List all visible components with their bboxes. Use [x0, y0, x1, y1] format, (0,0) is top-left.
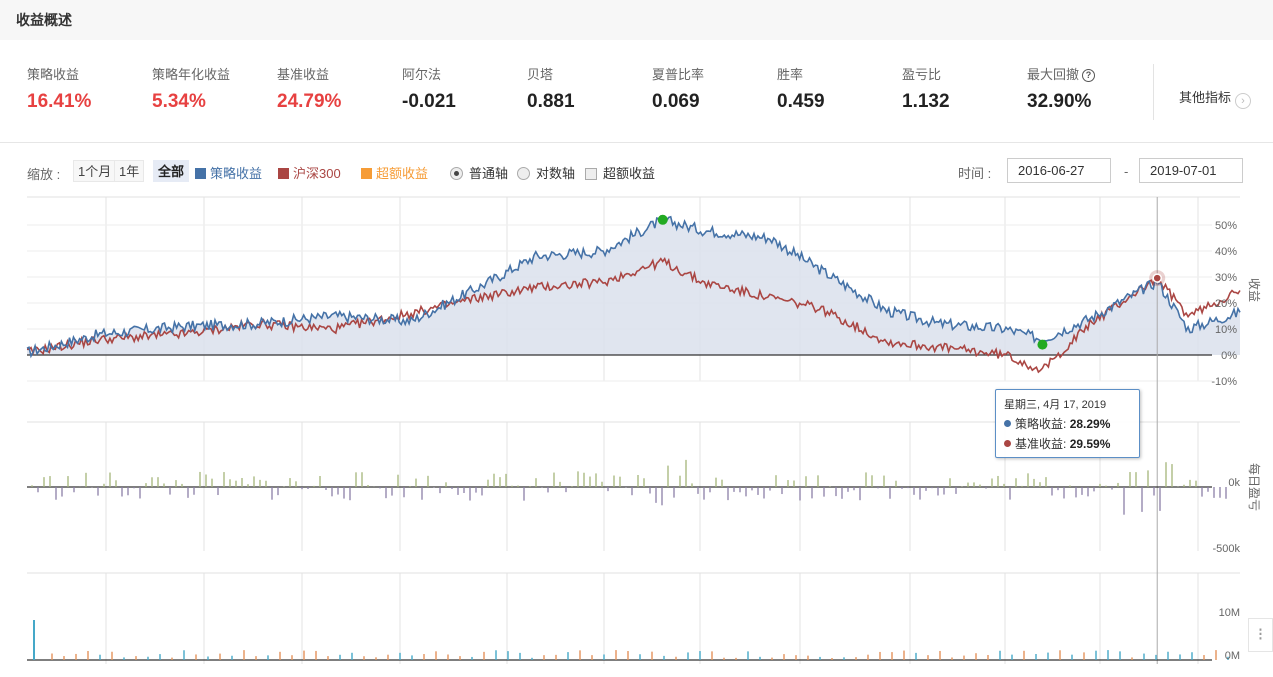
metric-label: 盈亏比 — [902, 67, 942, 82]
metric-value: 16.41% — [27, 91, 92, 112]
other-metrics-label: 其他指标 — [1179, 90, 1232, 105]
strategy-area — [27, 216, 1240, 357]
normal-axis-radio[interactable]: 普通轴 — [450, 163, 508, 182]
legend-swatch-icon — [361, 168, 372, 179]
pnl-axis-title: 每日盈亏 — [1247, 463, 1262, 511]
series-dot-icon — [1004, 420, 1011, 427]
metric-label: 贝塔 — [527, 67, 554, 82]
pnl-tick-label: 0k — [1228, 477, 1240, 489]
y-tick-label: 40% — [1215, 246, 1237, 258]
metric-label: 阿尔法 — [402, 67, 442, 82]
metrics-panel: 策略收益 16.41% 策略年化收益 5.34% 基准收益 24.79% 阿尔法 -0.021… — [0, 40, 1273, 143]
hover-point-benchmark — [1152, 273, 1162, 283]
legend-excess-label: 超额收益 — [376, 166, 429, 181]
performance-chart[interactable]: 50% 40% 30% 20% 10% 0% -10% 收益 0k -500k 每日盈亏 10M 0M — [0, 190, 1273, 677]
legend-benchmark-label: 沪深300 — [293, 166, 341, 181]
metric-value: 5.34% — [152, 91, 206, 112]
y-tick-label: 30% — [1215, 272, 1237, 284]
metric-value: 0.459 — [777, 91, 825, 112]
metric-1: 策略年化收益 5.34% — [152, 64, 230, 113]
legend-strategy-label: 策略收益 — [210, 166, 263, 181]
metric-value: 1.132 — [902, 91, 950, 112]
metric-3: 阿尔法 -0.021 — [402, 64, 456, 113]
metric-4: 贝塔 0.881 — [527, 64, 575, 113]
metric-label: 最大回撤? — [1027, 64, 1096, 83]
turnover-tick-label: 0M — [1225, 650, 1240, 662]
metric-value: 0.069 — [652, 91, 700, 112]
pnl-tick-label: -500k — [1212, 543, 1240, 555]
legend-benchmark[interactable]: 沪深300 — [278, 163, 341, 182]
metric-value: 24.79% — [277, 91, 342, 112]
date-range-separator: - — [1124, 164, 1129, 179]
y-tick-label: 50% — [1215, 220, 1237, 232]
strategy-line — [26, 215, 1241, 359]
log-axis-radio[interactable]: 对数轴 — [517, 163, 575, 182]
zoom-all-button[interactable]: 全部 — [153, 160, 190, 182]
tooltip-row-benchmark: 基准收益: 29.59% — [1004, 435, 1131, 452]
metric-label: 基准收益 — [277, 67, 330, 82]
metrics-divider — [1153, 64, 1154, 120]
y-tick-label: 10% — [1215, 324, 1237, 336]
legend-strategy[interactable]: 策略收益 — [195, 163, 262, 182]
metric-value: 0.881 — [527, 91, 575, 112]
log-axis-label: 对数轴 — [536, 166, 576, 181]
excess-return-label: 超额收益 — [603, 166, 656, 181]
metric-value: 32.90% — [1027, 91, 1092, 112]
metric-8: 最大回撤? 32.90% — [1027, 64, 1096, 113]
zoom-label: 缩放 : — [27, 167, 61, 182]
zoom-1-year-button[interactable]: 1年 — [114, 160, 145, 182]
legend-swatch-icon — [278, 168, 289, 179]
metric-7: 盈亏比 1.132 — [902, 64, 950, 113]
page-title: 收益概述 — [16, 12, 72, 28]
summary-header: 收益概述 — [0, 0, 1273, 40]
legend-swatch-icon — [195, 168, 206, 179]
y-tick-label: 20% — [1215, 298, 1237, 310]
tooltip-benchmark-label: 基准收益 — [1015, 437, 1064, 451]
tooltip-date: 星期三, 4月 17, 2019 — [1004, 399, 1107, 411]
list-menu-icon[interactable]: ⁝ — [1248, 618, 1273, 652]
normal-axis-label: 普通轴 — [469, 166, 509, 181]
tooltip-benchmark-value: 29.59% — [1069, 437, 1111, 451]
checkbox-icon — [585, 168, 597, 180]
tooltip-strategy-label: 策略收益 — [1015, 417, 1064, 431]
zoom-1-month-button[interactable]: 1个月 — [73, 160, 117, 182]
other-metrics-button[interactable]: 其他指标 › — [1179, 87, 1252, 109]
max-drawdown-end-marker — [1037, 339, 1048, 350]
y-axis-title: 收益 — [1247, 278, 1261, 302]
metric-value: -0.021 — [402, 91, 456, 112]
excess-return-checkbox[interactable]: 超额收益 — [585, 163, 655, 182]
legend-excess[interactable]: 超额收益 — [361, 163, 428, 182]
radio-unchecked-icon — [517, 167, 530, 180]
max-drawdown-start-marker — [657, 214, 668, 225]
metric-label: 胜率 — [777, 67, 804, 82]
start-date-input[interactable]: 2016-06-27 — [1007, 158, 1111, 183]
metric-2: 基准收益 24.79% — [277, 64, 341, 113]
chevron-right-icon: › — [1235, 93, 1252, 109]
tooltip-strategy-value: 28.29% — [1069, 417, 1111, 431]
turnover-tick-label: 10M — [1219, 607, 1240, 619]
metric-6: 胜率 0.459 — [777, 64, 825, 113]
y-tick-label: 0% — [1221, 350, 1237, 362]
chart-tooltip: 星期三, 4月 17, 2019 策略收益: 28.29% 基准收益: 29.5… — [995, 389, 1140, 458]
series-dot-icon — [1004, 440, 1011, 447]
chart-toolbar: 缩放 : 1个月 1年 全部 策略收益 沪深300 超额收益 普通轴 对数轴 超… — [0, 156, 1273, 186]
time-label: 时间 : — [958, 166, 992, 181]
tooltip-row-strategy: 策略收益: 28.29% — [1004, 415, 1131, 432]
metric-0: 策略收益 16.41% — [27, 64, 91, 113]
metric-label: 夏普比率 — [652, 67, 705, 82]
metric-5: 夏普比率 0.069 — [652, 64, 704, 113]
metric-label: 策略收益 — [27, 67, 80, 82]
y-tick-label: -10% — [1211, 376, 1237, 388]
metric-label: 策略年化收益 — [152, 67, 231, 82]
end-date-input[interactable]: 2019-07-01 — [1139, 158, 1243, 183]
radio-checked-icon — [450, 167, 463, 180]
question-circle-icon[interactable]: ? — [1082, 69, 1096, 82]
